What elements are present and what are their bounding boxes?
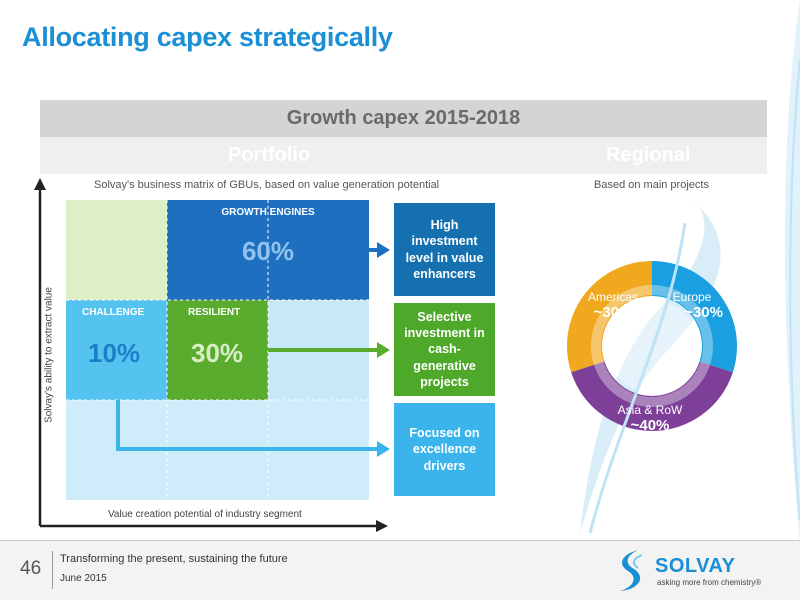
donut-slice-americas [567, 261, 652, 373]
challenge-value: 10% [88, 338, 141, 368]
x-axis-label: Value creation potential of industry seg… [108, 509, 302, 520]
resilient-label: RESILIENT [188, 307, 241, 318]
region-europe: Europe ~30% [657, 290, 727, 321]
portfolio-heading: Portfolio [228, 144, 311, 166]
side-decoration [784, 0, 800, 545]
footer-separator [52, 551, 53, 589]
region-americas-name: Americas [587, 290, 638, 304]
regional-donut [567, 198, 737, 534]
regional-subtitle: Based on main projects [594, 179, 709, 191]
subheader-band [40, 137, 767, 174]
brand-name: SOLVAY [655, 555, 736, 577]
slide-title: Allocating capex strategically [22, 22, 393, 52]
footer-date: June 2015 [60, 573, 107, 584]
investment-box-excellence: Focused on excellence drivers [394, 403, 495, 496]
region-europe-value: ~30% [684, 304, 723, 321]
region-asia-name: Asia & RoW [617, 403, 683, 417]
region-asia: Asia & RoW ~40% [605, 403, 695, 434]
band-title: Growth capex 2015-2018 [286, 107, 521, 129]
matrix-cell [66, 200, 167, 300]
header-band [40, 100, 767, 137]
brand-tagline: asking more from chemistry® [657, 578, 762, 587]
region-americas: Americas ~30% [578, 290, 648, 321]
footer-divider [0, 540, 800, 541]
challenge-cell [66, 300, 167, 400]
footer-tagline: Transforming the present, sustaining the… [60, 553, 288, 565]
donut-slice-europe [652, 261, 737, 373]
page-number: 46 [20, 558, 42, 579]
matrix-axes [34, 178, 388, 532]
region-americas-value: ~30% [593, 304, 633, 321]
region-asia-value: ~40% [630, 417, 670, 434]
portfolio-subtitle: Solvay's business matrix of GBUs, based … [94, 179, 440, 191]
growth-engines-value: 60% [241, 236, 295, 266]
footer [0, 541, 800, 600]
region-europe-name: Europe [672, 290, 712, 304]
investment-box-selective: Selective investment in cash-generative … [394, 303, 495, 396]
donut-inner-ring [591, 285, 713, 407]
solvay-logo-icon [620, 550, 643, 591]
donut-slice-asia-row [571, 361, 733, 431]
challenge-label: CHALLENGE [82, 307, 145, 318]
resilient-cell [167, 300, 268, 400]
donut-slices [567, 261, 737, 431]
investment-box-high: High investment level in value enhancers [394, 203, 495, 296]
growth-engines-label: GROWTH ENGINES [221, 207, 315, 218]
regional-heading: Regional [606, 144, 691, 166]
resilient-value: 30% [191, 338, 244, 368]
